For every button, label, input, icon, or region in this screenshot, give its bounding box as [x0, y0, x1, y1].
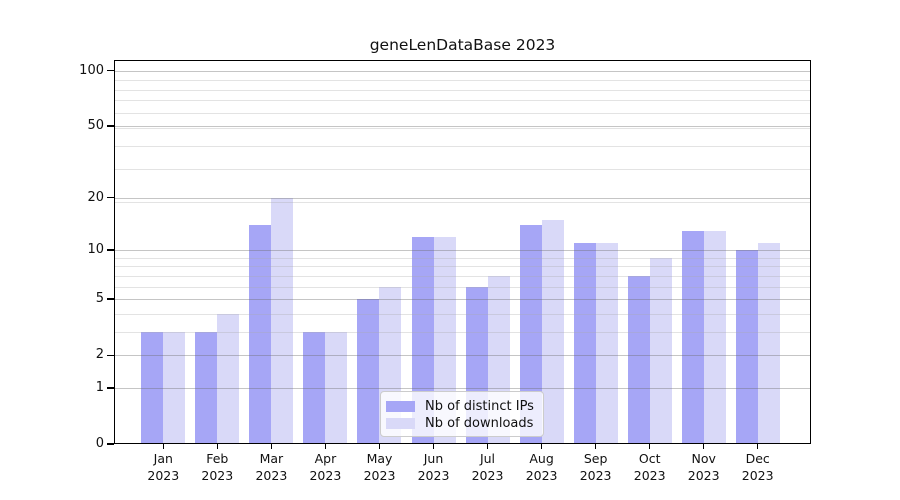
bar-distinct-ips-mar [249, 225, 272, 444]
x-tick-mark [378, 444, 381, 449]
y-tick-label: 1 [95, 379, 104, 395]
x-tick-mark [595, 444, 597, 449]
gridline-major [114, 299, 811, 301]
bar-distinct-ips-sep [573, 243, 596, 444]
y-tick-label: 10 [87, 242, 104, 257]
legend-swatch-downloads [386, 417, 415, 429]
gridline-minor [114, 275, 811, 277]
bar-distinct-ips-aug [519, 225, 542, 444]
x-tick-label-apr: Apr 2023 [309, 451, 342, 483]
bar-distinct-ips-jan [141, 331, 164, 444]
gridline-major [114, 70, 811, 72]
bar-downloads-feb [217, 313, 240, 444]
x-tick-mark [162, 444, 164, 449]
gridline-minor [114, 313, 811, 315]
gridline-minor [114, 100, 811, 102]
y-tick-mark [107, 70, 114, 72]
x-tick-mark [324, 444, 327, 449]
y-tick-mark [107, 197, 114, 199]
gridline-major [114, 197, 811, 199]
chart-title: geneLenDataBase 2023 [369, 36, 556, 54]
x-tick-mark [649, 444, 651, 449]
gridline-major [114, 126, 811, 128]
y-tick-mark [107, 298, 114, 300]
gridline-minor [114, 257, 811, 259]
bar-downloads-jan [163, 331, 186, 444]
legend-label-downloads: Nb of downloads [425, 415, 534, 431]
x-tick-label-feb: Feb 2023 [201, 451, 234, 483]
bar-downloads-dec [757, 243, 780, 444]
bar-downloads-mar [271, 197, 294, 444]
y-tick-label: 0 [95, 436, 104, 451]
y-tick-label: 100 [79, 62, 104, 78]
legend-item-distinct-ips: Nb of distinct IPs [386, 398, 537, 414]
x-tick-mark [270, 444, 272, 449]
gridline-minor [114, 145, 811, 147]
gridline-minor [114, 286, 811, 288]
bar-distinct-ips-dec [735, 250, 758, 444]
y-tick-mark [107, 125, 114, 127]
bar-downloads-nov [703, 230, 726, 444]
gridline-minor [114, 89, 811, 91]
x-tick-label-jun: Jun 2023 [417, 451, 450, 483]
y-tick-mark [107, 249, 114, 251]
x-tick-label-sep: Sep 2023 [579, 451, 612, 483]
gridline-minor [114, 201, 811, 203]
x-tick-mark [703, 444, 705, 449]
x-tick-label-nov: Nov 2023 [687, 451, 720, 483]
bar-downloads-apr [325, 331, 348, 444]
y-tick-label: 5 [95, 291, 104, 307]
x-tick-label-jan: Jan 2023 [147, 451, 180, 483]
legend: Nb of distinct IPs Nb of downloads [380, 391, 544, 437]
x-tick-label-jul: Jul 2023 [471, 451, 504, 483]
bar-distinct-ips-oct [627, 275, 650, 444]
bar-distinct-ips-may [357, 299, 380, 444]
x-tick-mark [486, 444, 489, 449]
x-tick-label-aug: Aug 2023 [525, 451, 558, 483]
x-tick-mark [757, 444, 759, 449]
x-tick-mark [432, 444, 435, 449]
gridline-minor [114, 127, 811, 129]
y-tick-mark [107, 354, 114, 356]
gridline-major [114, 355, 811, 357]
gridline-minor [114, 331, 811, 333]
y-tick-mark [107, 387, 114, 389]
y-tick-mark [107, 443, 114, 445]
y-tick-label: 50 [87, 118, 104, 133]
y-tick-label: 20 [87, 189, 104, 205]
gridline-minor [114, 266, 811, 268]
x-tick-label-oct: Oct 2023 [633, 451, 666, 483]
plot-area [114, 60, 811, 444]
bar-distinct-ips-apr [303, 331, 326, 444]
bar-distinct-ips-feb [195, 331, 218, 444]
bar-downloads-sep [595, 243, 618, 444]
y-tick-label: 2 [95, 347, 104, 363]
legend-swatch-distinct-ips [386, 400, 415, 412]
x-tick-label-may: May 2023 [363, 451, 396, 483]
bar-downloads-aug [541, 219, 564, 444]
x-tick-label-mar: Mar 2023 [255, 451, 288, 483]
bar-distinct-ips-nov [681, 230, 704, 444]
x-tick-label-dec: Dec 2023 [741, 451, 774, 483]
gridline-minor [114, 112, 811, 114]
gridline-major [114, 250, 811, 252]
x-tick-mark [216, 444, 218, 449]
bar-downloads-oct [649, 257, 672, 444]
gridline-minor [114, 168, 811, 170]
gridline-major [114, 387, 811, 390]
gridline-minor [114, 80, 811, 81]
legend-item-downloads: Nb of downloads [386, 415, 537, 431]
x-tick-mark [540, 444, 543, 449]
legend-label-distinct-ips: Nb of distinct IPs [425, 398, 534, 414]
